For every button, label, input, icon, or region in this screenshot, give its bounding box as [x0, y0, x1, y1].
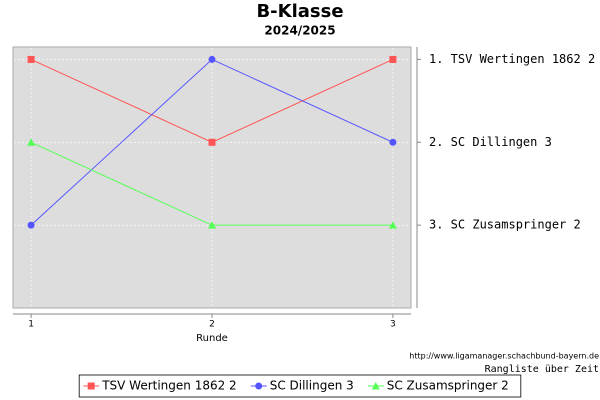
y-tick-label: 1. TSV Wertingen 1862 2	[429, 52, 595, 66]
y-tick-label: 2. SC Dillingen 3	[429, 135, 552, 149]
legend-item: SC Dillingen 3	[250, 379, 354, 393]
y-tick-label: 3. SC Zusamspringer 2	[429, 218, 581, 232]
marker	[389, 138, 397, 146]
legend-item: SC Zusamspringer 2	[367, 379, 509, 393]
chart-title: B-Klasse	[256, 1, 343, 22]
legend-item: TSV Wertingen 1862 2	[83, 379, 237, 393]
marker	[208, 55, 216, 63]
caption: Rangliste über Zeit	[485, 364, 599, 375]
x-tick-label: 3	[390, 320, 396, 330]
chart-subtitle: 2024/2025	[264, 24, 335, 38]
marker	[388, 221, 397, 229]
marker	[27, 138, 36, 146]
legend: TSV Wertingen 1862 2 SC Dillingen 3 SC Zus…	[78, 374, 522, 398]
x-tick-label: 2	[209, 320, 215, 330]
legend-label: SC Zusamspringer 2	[387, 379, 509, 393]
legend-box	[78, 374, 522, 398]
legend-label: SC Dillingen 3	[270, 379, 354, 393]
legend-label: TSV Wertingen 1862 2	[101, 379, 237, 393]
marker	[208, 138, 216, 146]
x-axis-label: Runde	[196, 333, 228, 344]
marker	[371, 382, 380, 390]
marker	[27, 55, 35, 63]
marker	[389, 55, 397, 63]
marker	[87, 382, 95, 390]
marker	[255, 382, 263, 390]
marker	[27, 221, 35, 229]
x-tick-label: 1	[28, 320, 34, 330]
source: http://www.ligamanager.schachbund-bayern…	[409, 352, 599, 361]
marker	[208, 221, 216, 229]
